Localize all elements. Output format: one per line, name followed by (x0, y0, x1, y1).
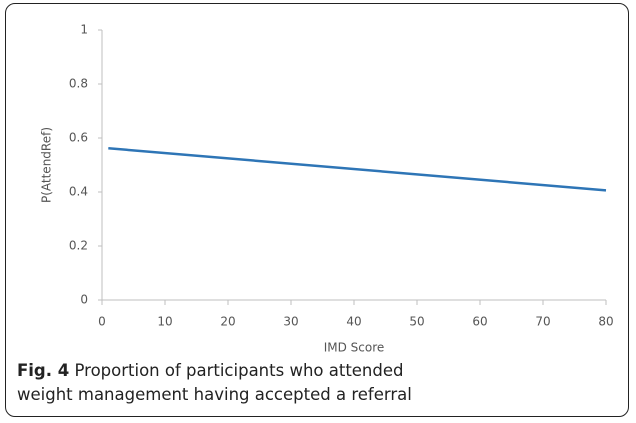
x-axis-label: IMD Score (324, 341, 385, 355)
caption-label: Fig. 4 (17, 361, 70, 380)
y-tick-label: 0 (80, 293, 88, 307)
x-tick-label: 20 (220, 315, 235, 329)
caption-text: Proportion of participants who attended … (17, 361, 412, 404)
x-tick-label: 50 (409, 315, 424, 329)
y-tick-label: 1 (80, 23, 88, 37)
y-tick-label: 0.6 (69, 131, 88, 145)
x-tick-label: 0 (98, 315, 106, 329)
x-tick-label: 60 (472, 315, 487, 329)
figure-frame (5, 3, 629, 417)
x-tick-label: 70 (535, 315, 550, 329)
x-tick-label: 10 (157, 315, 172, 329)
y-tick-label: 0.4 (69, 185, 88, 199)
x-tick-label: 30 (283, 315, 298, 329)
y-tick-label: 0.8 (69, 77, 88, 91)
caption: Fig. 4 Proportion of participants who at… (17, 359, 462, 407)
y-axis-label: P(AttendRef) (40, 127, 54, 203)
x-tick-label: 80 (598, 315, 613, 329)
data-line (108, 147, 607, 192)
x-tick-label: 40 (346, 315, 361, 329)
y-tick-label: 0.2 (69, 239, 88, 253)
